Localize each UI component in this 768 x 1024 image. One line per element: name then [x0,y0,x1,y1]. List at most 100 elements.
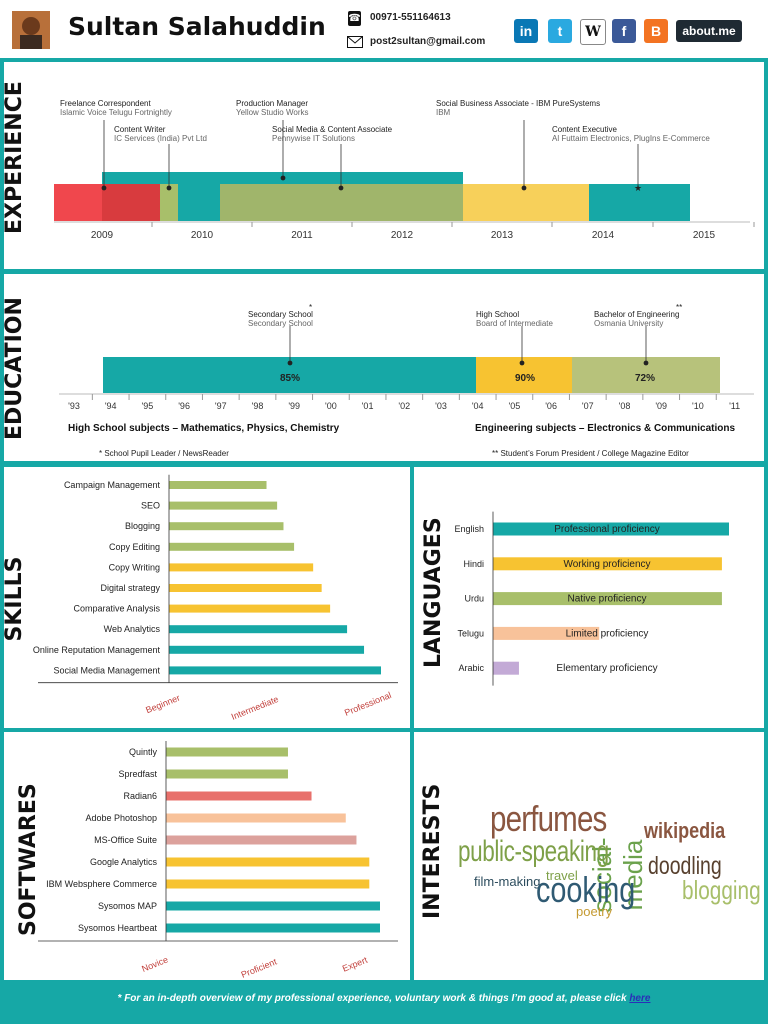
software-bar [166,791,312,801]
edu-year-label: '99 [288,401,300,411]
interest-travel: travel [546,868,578,883]
software-bar [166,857,370,867]
skill-label: Copy Writing [109,562,160,572]
interests-panel: INTERESTS perfumes social-media wikipedi… [414,732,764,980]
skill-bar [169,584,322,592]
skills-panel: SKILLS Campaign Management SEO Blogging Cop… [4,467,410,728]
experience-panel: EXPERIENCE Freelance Correspondent Islam… [4,62,764,269]
edu-year-label: '04 [472,401,484,411]
edu-title: Secondary School [248,310,313,319]
job-org: Al Futtaim Electronics, PlugIns E-Commer… [552,134,710,143]
language-label: Hindi [463,559,484,569]
avatar [12,11,50,49]
experience-timeline: ★ 2009 2010 2011 2012 2013 2014 2015 [54,120,755,241]
edu-year-label: '02 [398,401,410,411]
softwares-chart: Quintly Spredfast Radian6 Adobe Photoshop MS… [38,741,398,980]
twitter-icon[interactable]: t [548,19,572,43]
exp-year-label: 2009 [91,230,114,241]
job-content-writer: Content Writer IC Services (India) Pvt L… [114,125,207,143]
skill-scale-label: Intermediate [230,694,280,722]
edu-org: Secondary School [248,319,313,328]
edu-year-label: '03 [435,401,447,411]
interest-blogging: blogging [682,875,761,905]
exp-year-label: 2014 [592,230,615,241]
job-title: Content Writer [114,125,166,134]
skill-bar [169,501,278,510]
interest-film-making: film-making [474,874,541,889]
skill-bar [169,481,267,489]
interest-cooking: cooking [536,869,636,910]
edu-year-label: '06 [545,401,557,411]
education-timeline: '93 '94 '95 '96 '97 '98 '99 '00 '01 '02 '03 '04 '05 '… [59,326,754,411]
wikipedia-icon[interactable]: W [580,19,606,45]
interest-public-speaking: public-speaking [458,835,609,868]
interest-perfumes: perfumes [490,798,607,839]
phone-icon: ☎ [348,11,361,26]
edu-year-label: '10 [692,401,704,411]
job-title: Social Media & Content Associate [272,125,393,134]
edu-year-label: '09 [655,401,667,411]
aboutme-icon[interactable]: about.me [676,20,742,42]
language-label: Arabic [458,663,484,673]
skill-bar [169,563,314,572]
interests-title: INTERESTS [420,783,445,919]
exp-year-label: 2011 [291,230,313,241]
blogger-icon[interactable]: B [644,19,668,43]
software-bar [166,813,346,823]
edu-title: Bachelor of Engineering [594,310,680,319]
bar-dark-red [102,184,160,221]
job-org: Pennywise IT Solutions [272,134,356,143]
interest-wikipedia: wikipedia [644,818,726,843]
edu-highschool: High School Board of Intermediate [476,310,553,328]
software-bar [166,769,288,779]
language-level: Native proficiency [568,594,647,605]
skill-bar [169,625,348,634]
languages-chart: English Professional proficiency Hindi Work… [454,511,729,686]
skill-bar [169,522,284,531]
edu-note-2: ** Student’s Forum President / College M… [492,449,689,458]
job-title: Production Manager [236,99,309,108]
language-bar [493,522,729,536]
bar-yellow [463,184,589,221]
job-social-media: Social Media & Content Associate Pennywi… [272,125,392,143]
language-level: Working proficiency [563,559,650,570]
edu-bachelor: Bachelor of Engineering Osmania Universi… [594,310,679,328]
edu-star-1: * [309,303,313,312]
linkedin-icon[interactable]: in [514,19,538,43]
edu-score-1: 85% [280,373,301,384]
footer-link[interactable]: here [629,993,651,1004]
exp-year-label: 2010 [191,230,214,241]
skill-bar [169,645,365,654]
hs-subjects: High School subjects – Mathematics, Phys… [68,423,340,434]
edu-year-label: '94 [105,401,117,411]
email-address[interactable]: post2sultan@gmail.com [370,36,486,47]
edu-org: Board of Intermediate [476,319,553,328]
job-title: Freelance Correspondent [60,99,151,108]
job-title: Content Executive [552,125,617,134]
edu-star-2: ** [676,303,683,312]
job-org: IC Services (India) Pvt Ltd [114,134,207,143]
edu-year-label: '07 [582,401,594,411]
language-label: Telugu [457,628,484,638]
exp-year-label: 2012 [391,230,414,241]
edu-secondary: Secondary School Secondary School [248,310,313,328]
skill-bar [169,542,295,551]
edu-year-label: '96 [178,401,190,411]
software-label: Adobe Photoshop [85,813,157,823]
job-ibm: Social Business Associate - IBM PureSyst… [436,99,600,117]
software-label: Radian6 [123,791,157,801]
skill-scale-label: Beginner [144,693,181,716]
edu-year-label: '93 [68,401,80,411]
phone-number[interactable]: 00971-551164613 [370,12,451,23]
job-content-exec: Content Executive Al Futtaim Electronics… [552,125,710,143]
job-production-manager: Production Manager Yellow Studio Works [236,99,308,117]
language-label: English [454,524,484,534]
software-scale-label: Proficient [240,956,279,980]
skill-label: Campaign Management [64,480,161,490]
software-bar [166,923,380,933]
edu-year-label: '11 [729,401,740,411]
languages-panel: LANGUAGES English Professional proficienc… [414,467,764,728]
edu-year-label: '98 [252,401,264,411]
footer-note: * For an in-depth overview of my profess… [0,993,768,1004]
facebook-icon[interactable]: f [612,19,636,43]
